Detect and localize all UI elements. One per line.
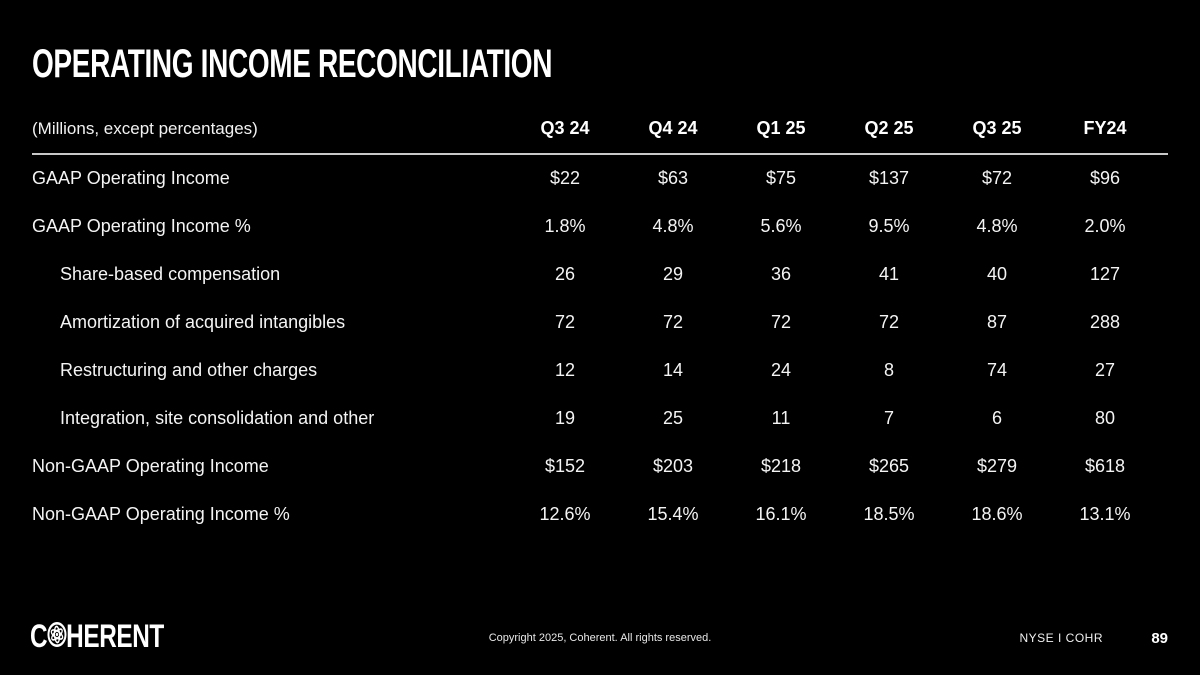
page-title: OPERATING INCOME RECONCILIATION [32, 42, 553, 86]
table-header-row: (Millions, except percentages) Q3 24 Q4 … [32, 118, 1168, 155]
cell-value: $72 [981, 168, 1013, 188]
cell-value: 4.8% [652, 215, 694, 236]
cell-value: 72 [770, 311, 792, 332]
cell-value: 72 [662, 311, 684, 332]
cell-value: 6 [991, 407, 1002, 428]
row-label: Non-GAAP Operating Income % [32, 503, 290, 524]
cell-value: $203 [652, 455, 694, 476]
column-header-q3-24: Q3 24 [511, 118, 619, 155]
page-number: 89 [1151, 630, 1168, 647]
cell-value: 40 [986, 263, 1008, 284]
table-row: Share-based compensation 26 29 36 41 40 … [32, 250, 1168, 298]
column-header-q1-25: Q1 25 [727, 118, 835, 155]
column-header-q3-25: Q3 25 [943, 118, 1051, 155]
cell-value: 72 [878, 311, 900, 332]
cell-value: 4.8% [976, 215, 1018, 236]
row-label: Restructuring and other charges [60, 359, 318, 380]
cell-value: $279 [976, 455, 1018, 476]
logo-text-suffix: HERENT [66, 618, 164, 654]
copyright-text: Copyright 2025, Coherent. All rights res… [488, 632, 712, 644]
cell-value: 8 [883, 359, 894, 380]
cell-value: $218 [760, 455, 802, 476]
column-header-q4-24: Q4 24 [619, 118, 727, 155]
cell-value: 41 [878, 263, 900, 284]
table-row: GAAP Operating Income % 1.8% 4.8% 5.6% 9… [32, 202, 1168, 250]
cell-value: $137 [868, 168, 910, 188]
table-row: Amortization of acquired intangibles 72 … [32, 298, 1168, 346]
cell-value: 15.4% [647, 503, 699, 524]
table-row: Integration, site consolidation and othe… [32, 394, 1168, 442]
cell-value: 9.5% [868, 215, 910, 236]
cell-value: 24 [770, 359, 792, 380]
cell-value: $96 [1089, 168, 1121, 188]
cell-value: 13.1% [1079, 503, 1131, 524]
ticker-label: NYSE I COHR [1019, 631, 1103, 645]
cell-value: 19 [554, 407, 576, 428]
cell-value: 288 [1089, 311, 1121, 332]
table-row: GAAP Operating Income $22 $63 $75 $137 $… [32, 154, 1168, 202]
cell-value: 29 [662, 263, 684, 284]
cell-value: 25 [662, 407, 684, 428]
logo-text-prefix: C [30, 618, 48, 654]
cell-value: $75 [765, 168, 797, 188]
cell-value: 127 [1089, 263, 1121, 284]
cell-value: $22 [549, 168, 581, 188]
cell-value: 36 [770, 263, 792, 284]
cell-value: 12.6% [539, 503, 591, 524]
cell-value: 72 [554, 311, 576, 332]
cell-value: 2.0% [1084, 215, 1126, 236]
cell-value: $265 [868, 455, 910, 476]
cell-value: 16.1% [755, 503, 807, 524]
cell-value: $63 [657, 168, 689, 188]
cell-value: 18.6% [971, 503, 1023, 524]
cell-value: 87 [986, 311, 1008, 332]
cell-value: 7 [883, 407, 894, 428]
cell-value: 5.6% [760, 215, 802, 236]
row-label: GAAP Operating Income % [32, 215, 251, 236]
units-note: (Millions, except percentages) [32, 118, 511, 155]
row-label: Amortization of acquired intangibles [60, 311, 346, 332]
cell-value: 1.8% [544, 215, 586, 236]
column-header-fy24: FY24 [1051, 118, 1159, 155]
table-row: Non-GAAP Operating Income % 12.6% 15.4% … [32, 490, 1168, 538]
reconciliation-table: (Millions, except percentages) Q3 24 Q4 … [32, 118, 1168, 538]
cell-value: 27 [1094, 359, 1116, 380]
column-header-q2-25: Q2 25 [835, 118, 943, 155]
table-row: Non-GAAP Operating Income $152 $203 $218… [32, 442, 1168, 490]
cell-value: 26 [554, 263, 576, 284]
coherent-logo: C HERENT [30, 618, 164, 655]
cell-value: 14 [662, 359, 684, 380]
table-row: Restructuring and other charges 12 14 24… [32, 346, 1168, 394]
cell-value: $618 [1084, 455, 1126, 476]
row-label: Integration, site consolidation and othe… [60, 407, 375, 428]
row-label: Non-GAAP Operating Income [32, 455, 269, 476]
cell-value: 12 [554, 359, 576, 380]
cell-value: 80 [1094, 407, 1116, 428]
row-label: GAAP Operating Income [32, 168, 230, 188]
cell-value: 74 [986, 359, 1008, 380]
atom-icon [46, 619, 67, 656]
cell-value: 11 [771, 407, 791, 428]
cell-value: 18.5% [863, 503, 915, 524]
row-label: Share-based compensation [60, 263, 281, 284]
cell-value: $152 [544, 455, 586, 476]
